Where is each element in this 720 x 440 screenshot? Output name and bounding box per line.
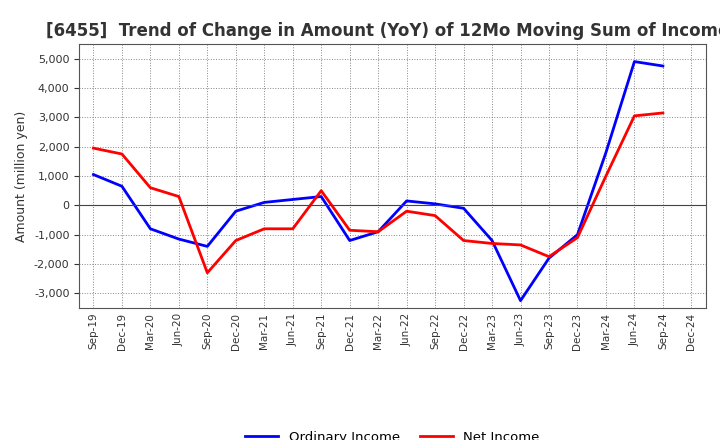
Ordinary Income <box>459 205 468 211</box>
Net Income <box>459 238 468 243</box>
Ordinary Income <box>203 244 212 249</box>
Ordinary Income <box>374 229 382 235</box>
Net Income <box>260 226 269 231</box>
Y-axis label: Amount (million yen): Amount (million yen) <box>15 110 28 242</box>
Ordinary Income <box>602 150 611 155</box>
Net Income <box>573 235 582 240</box>
Net Income <box>146 185 155 191</box>
Net Income <box>659 110 667 116</box>
Ordinary Income <box>346 238 354 243</box>
Ordinary Income <box>317 194 325 199</box>
Line: Net Income: Net Income <box>94 113 663 273</box>
Ordinary Income <box>174 236 183 242</box>
Net Income <box>203 270 212 275</box>
Net Income <box>232 238 240 243</box>
Line: Ordinary Income: Ordinary Income <box>94 62 663 301</box>
Ordinary Income <box>232 209 240 214</box>
Net Income <box>630 113 639 118</box>
Ordinary Income <box>117 183 126 189</box>
Ordinary Income <box>402 198 411 204</box>
Ordinary Income <box>89 172 98 177</box>
Net Income <box>487 241 496 246</box>
Ordinary Income <box>545 256 554 261</box>
Net Income <box>346 227 354 233</box>
Ordinary Income <box>431 201 439 206</box>
Ordinary Income <box>573 232 582 237</box>
Title: [6455]  Trend of Change in Amount (YoY) of 12Mo Moving Sum of Incomes: [6455] Trend of Change in Amount (YoY) o… <box>46 22 720 40</box>
Net Income <box>602 173 611 179</box>
Net Income <box>431 213 439 218</box>
Ordinary Income <box>260 200 269 205</box>
Legend: Ordinary Income, Net Income: Ordinary Income, Net Income <box>240 425 545 440</box>
Net Income <box>516 242 525 248</box>
Net Income <box>89 146 98 151</box>
Ordinary Income <box>146 226 155 231</box>
Net Income <box>402 209 411 214</box>
Ordinary Income <box>487 238 496 243</box>
Net Income <box>545 254 554 259</box>
Ordinary Income <box>659 63 667 69</box>
Ordinary Income <box>630 59 639 64</box>
Net Income <box>317 188 325 193</box>
Net Income <box>174 194 183 199</box>
Net Income <box>289 226 297 231</box>
Net Income <box>374 229 382 235</box>
Ordinary Income <box>289 197 297 202</box>
Ordinary Income <box>516 298 525 303</box>
Net Income <box>117 151 126 157</box>
